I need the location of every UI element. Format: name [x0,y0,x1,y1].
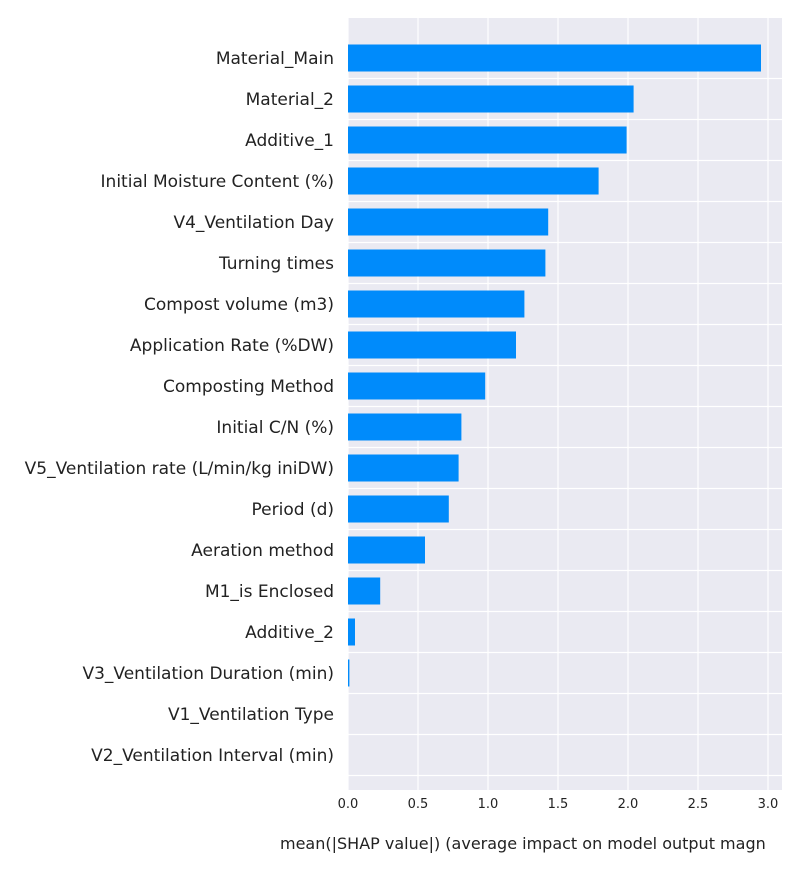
category-label: Composting Method [163,377,334,397]
bar [348,290,525,318]
x-tick-labels: 0.0 0.5 1.0 1.5 2.0 2.5 3.0 [338,797,779,812]
x-tick-label: 0.5 [408,797,429,812]
bar [348,126,627,154]
category-label: Aeration method [191,541,334,561]
category-label: Period (d) [252,500,334,520]
x-tick-label: 2.5 [688,797,709,812]
bar [348,208,549,236]
bar [348,249,546,277]
category-label: V5_Ventilation rate (L/min/kg iniDW) [25,459,334,479]
category-label: Material_2 [246,90,334,110]
bar [348,331,516,359]
x-tick-label: 1.5 [548,797,569,812]
category-label: V1_Ventilation Type [168,705,334,725]
category-label: Turning times [218,254,334,274]
bar [348,618,355,646]
category-label: V4_Ventilation Day [173,213,334,233]
category-label: Material_Main [216,49,334,69]
bar [348,413,462,441]
category-label: Initial C/N (%) [216,418,334,438]
bar [348,44,761,72]
category-label: Compost volume (m3) [144,295,334,315]
category-label: V2_Ventilation Interval (min) [91,746,334,766]
category-label: Additive_1 [245,131,334,151]
category-label: Additive_2 [245,623,334,643]
bar [348,85,634,113]
horizontal-gridlines [348,77,782,777]
category-label: M1_is Enclosed [205,582,334,602]
bar [348,167,599,195]
category-label: Application Rate (%DW) [130,336,334,356]
x-axis-label: mean(|SHAP value|) (average impact on mo… [280,834,766,853]
bar [348,536,425,564]
bars [348,44,761,687]
x-tick-label: 2.0 [618,797,639,812]
category-label: Initial Moisture Content (%) [101,172,334,192]
bar [348,454,459,482]
x-tick-label: 1.0 [478,797,499,812]
bar [348,495,449,523]
x-tick-label: 0.0 [338,797,359,812]
bar [348,577,381,605]
bar [348,372,486,400]
bar [348,659,350,687]
category-labels: Material_Main Material_2 Additive_1 Initial… [25,49,334,766]
category-label: V3_Ventilation Duration (min) [82,664,334,684]
x-tick-label: 3.0 [758,797,779,812]
